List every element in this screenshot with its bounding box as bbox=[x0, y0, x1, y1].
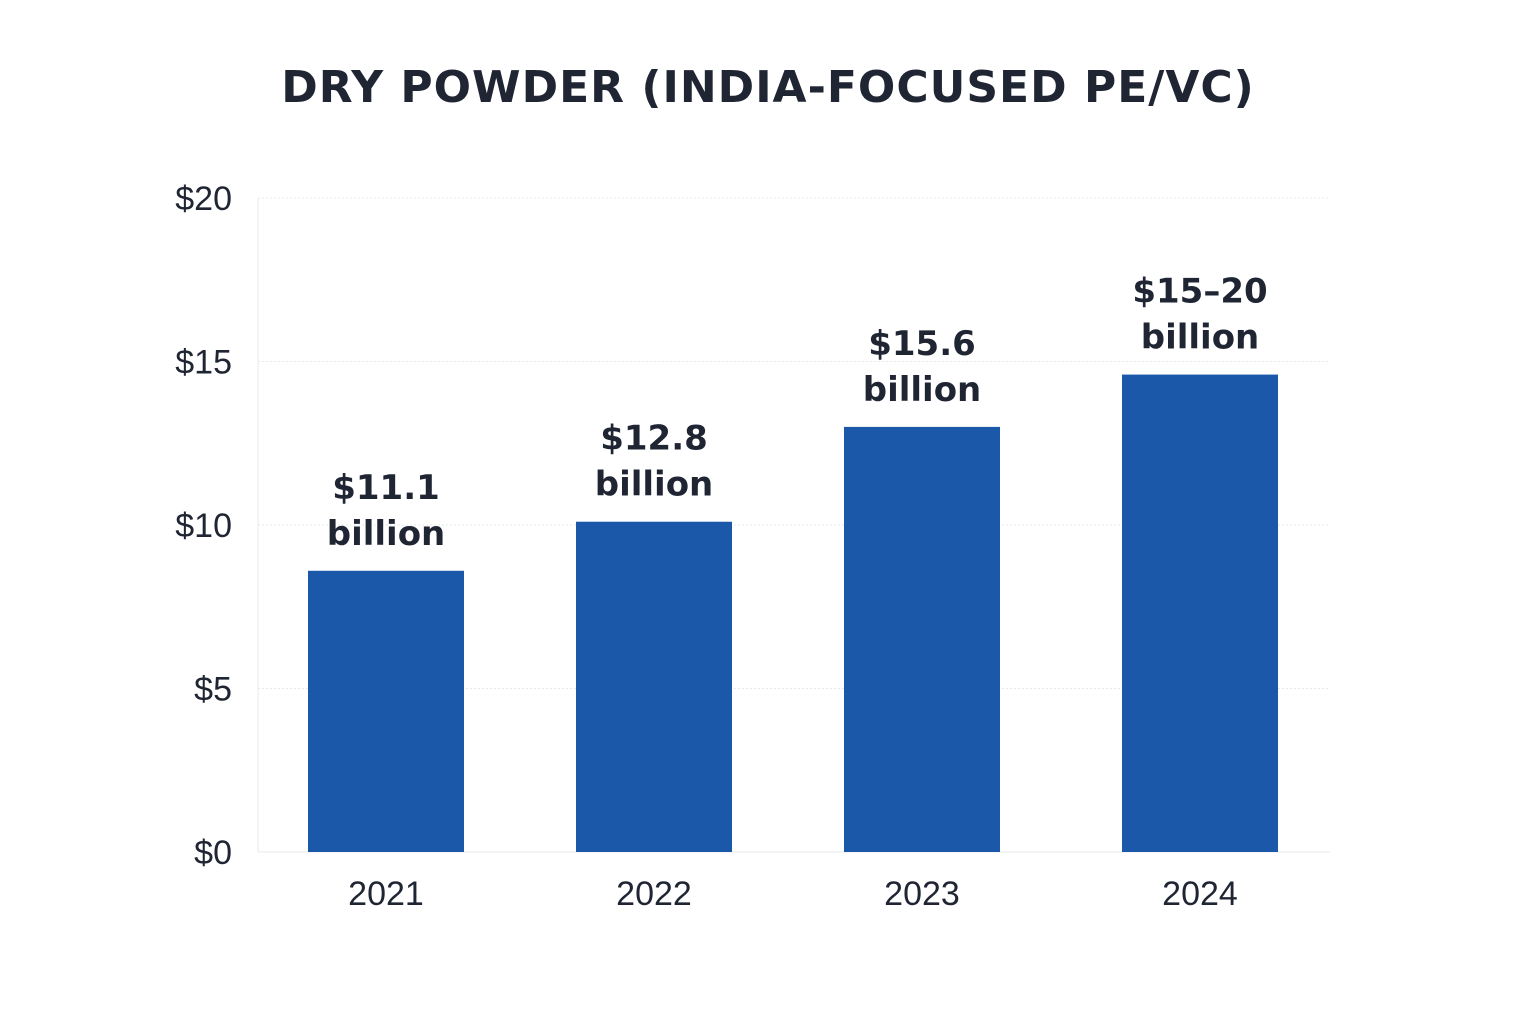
chart-title: DRY POWDER (INDIA-FOCUSED PE/VC) bbox=[281, 62, 1255, 113]
y-tick-label: $15 bbox=[175, 344, 232, 382]
data-label: billion bbox=[595, 465, 714, 505]
x-tick-label: 2024 bbox=[1162, 875, 1238, 913]
bar bbox=[1122, 374, 1278, 852]
y-tick-label: $10 bbox=[175, 507, 232, 545]
x-tick-label: 2022 bbox=[616, 875, 692, 913]
bar bbox=[844, 426, 1000, 852]
data-label: $15.6 bbox=[868, 324, 976, 364]
data-label: $11.1 bbox=[332, 468, 440, 508]
y-tick-label: $0 bbox=[194, 834, 232, 872]
bar bbox=[576, 521, 732, 852]
data-label: $12.8 bbox=[600, 419, 708, 459]
x-tick-label: 2023 bbox=[884, 875, 960, 913]
data-label: $15–20 bbox=[1132, 272, 1267, 312]
y-tick-label: $5 bbox=[194, 671, 232, 709]
bar bbox=[308, 570, 464, 852]
x-tick-label: 2021 bbox=[348, 875, 424, 913]
data-label: billion bbox=[327, 514, 446, 554]
data-label: billion bbox=[1141, 318, 1260, 358]
y-tick-label: $20 bbox=[175, 180, 232, 218]
data-label: billion bbox=[863, 370, 982, 410]
